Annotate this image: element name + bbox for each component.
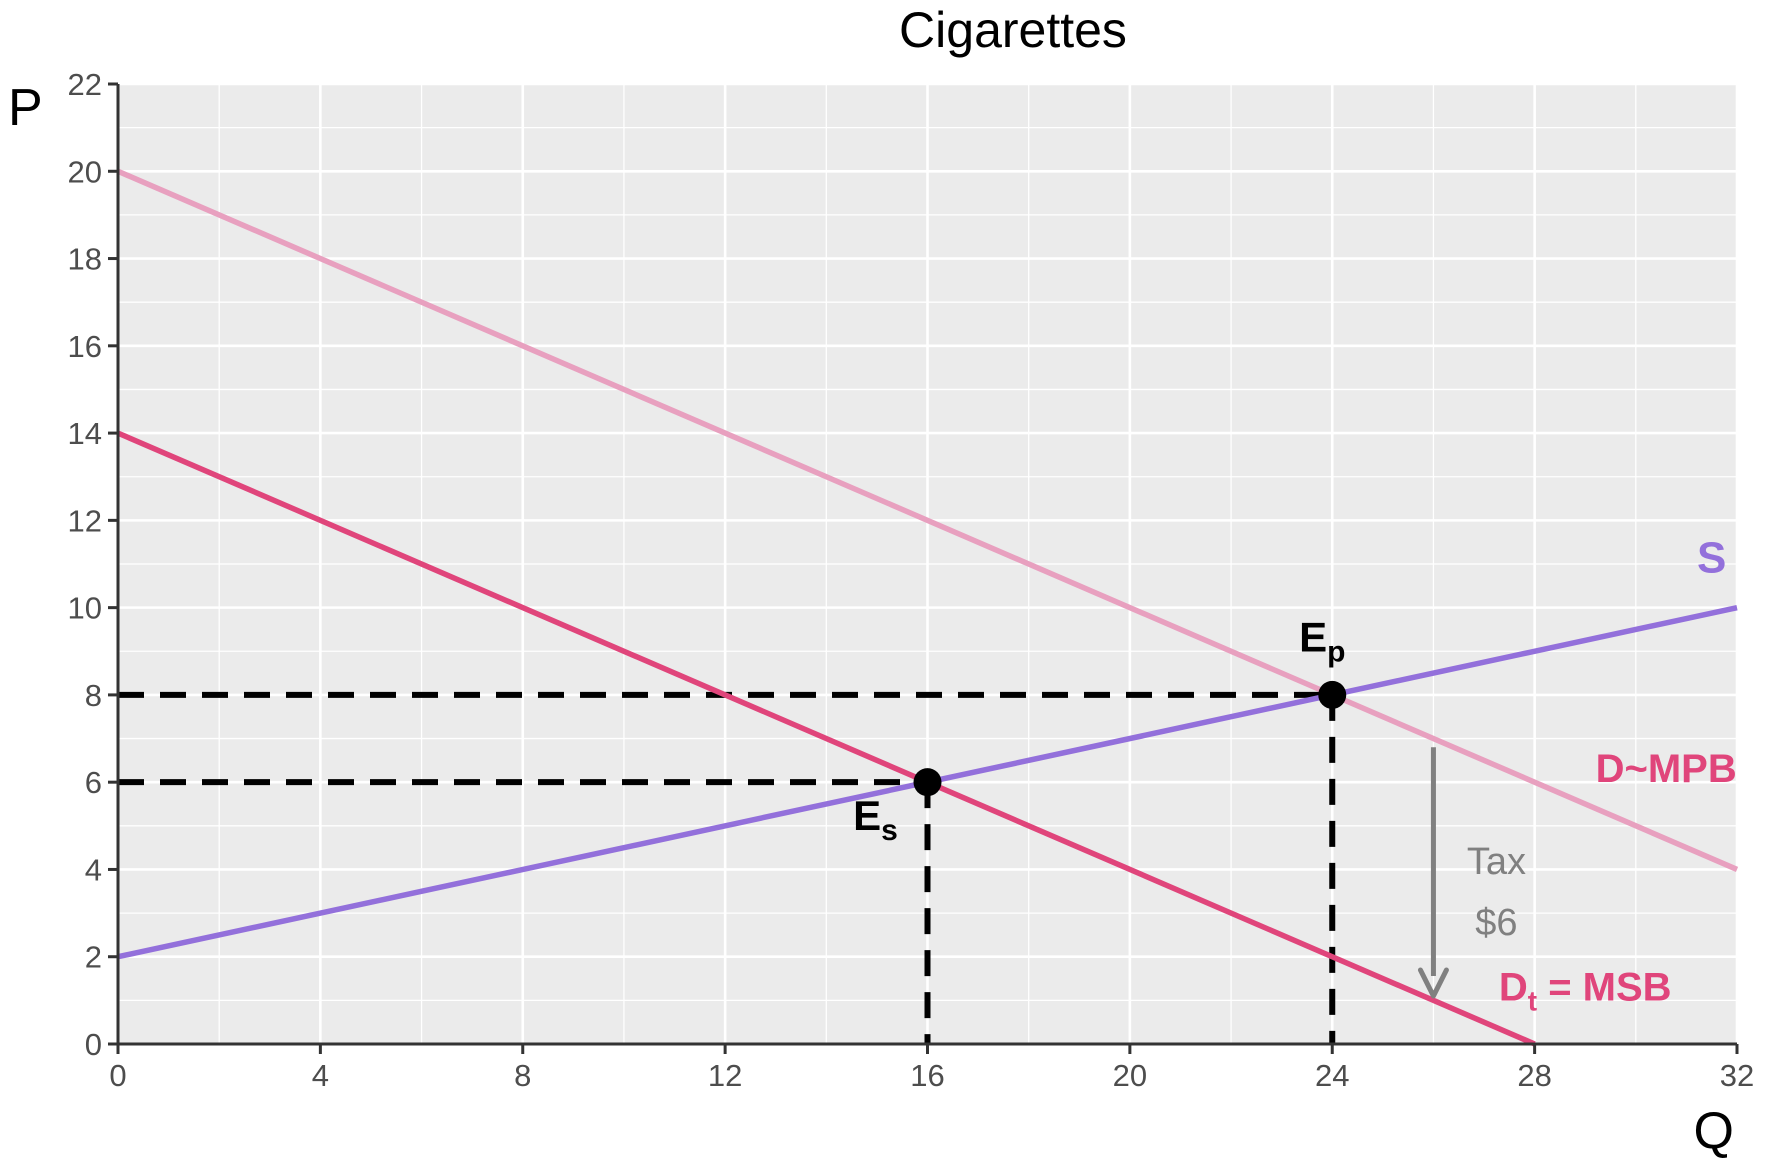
curve-label-msb-rest: = MSB (1537, 965, 1671, 1009)
tax-arrow-head (1417, 967, 1449, 999)
curve-label-msb-subscript: t (1528, 985, 1537, 1016)
point-label-Es: Es (853, 792, 898, 847)
equilibrium-point-Ep (1318, 680, 1347, 709)
x-tick-label: 0 (109, 1058, 126, 1093)
y-tick-label: 20 (68, 154, 102, 189)
curve-label-supply: S (1697, 534, 1726, 583)
x-tick-label: 12 (708, 1058, 742, 1093)
point-label-subscript: p (1327, 635, 1345, 668)
x-tick-label: 28 (1517, 1058, 1551, 1093)
y-tick-label: 2 (85, 940, 102, 975)
y-tick-label: 10 (68, 591, 102, 626)
x-tick-label: 24 (1315, 1058, 1349, 1093)
x-axis-title: Q (1694, 1102, 1734, 1160)
equilibrium-point-Es (913, 768, 942, 797)
x-tick-label: 20 (1113, 1058, 1147, 1093)
y-tick-label: 0 (85, 1027, 102, 1062)
tax-label: Tax (1467, 841, 1526, 883)
curve-label-msb: Dt = MSB (1499, 965, 1672, 1016)
chart-title: Cigarettes (899, 2, 1127, 58)
series-line-D~MPB (116, 168, 1739, 872)
point-label-main: E (1299, 613, 1327, 660)
series-line-MSB (116, 430, 1536, 1047)
point-label-main: E (853, 792, 881, 839)
tax-label: $6 (1475, 902, 1517, 944)
x-tick-label: 32 (1720, 1058, 1754, 1093)
y-tick-label: 22 (68, 67, 102, 102)
point-label-Ep: Ep (1299, 613, 1345, 668)
y-tick-label: 14 (68, 416, 102, 451)
y-tick-label: 18 (68, 242, 102, 277)
x-tick-label: 16 (910, 1058, 944, 1093)
x-tick-label: 4 (312, 1058, 329, 1093)
x-tick-label: 8 (514, 1058, 531, 1093)
y-tick-label: 12 (68, 503, 102, 538)
y-tick-label: 16 (68, 329, 102, 364)
y-tick-label: 4 (85, 852, 102, 887)
point-label-subscript: s (881, 814, 898, 847)
y-tick-label: 6 (85, 765, 102, 800)
y-tick-label: 8 (85, 678, 102, 713)
curve-label-msb-main: D (1499, 965, 1528, 1009)
y-axis-title: P (8, 79, 43, 137)
curve-label-demand: D~MPB (1596, 747, 1737, 791)
